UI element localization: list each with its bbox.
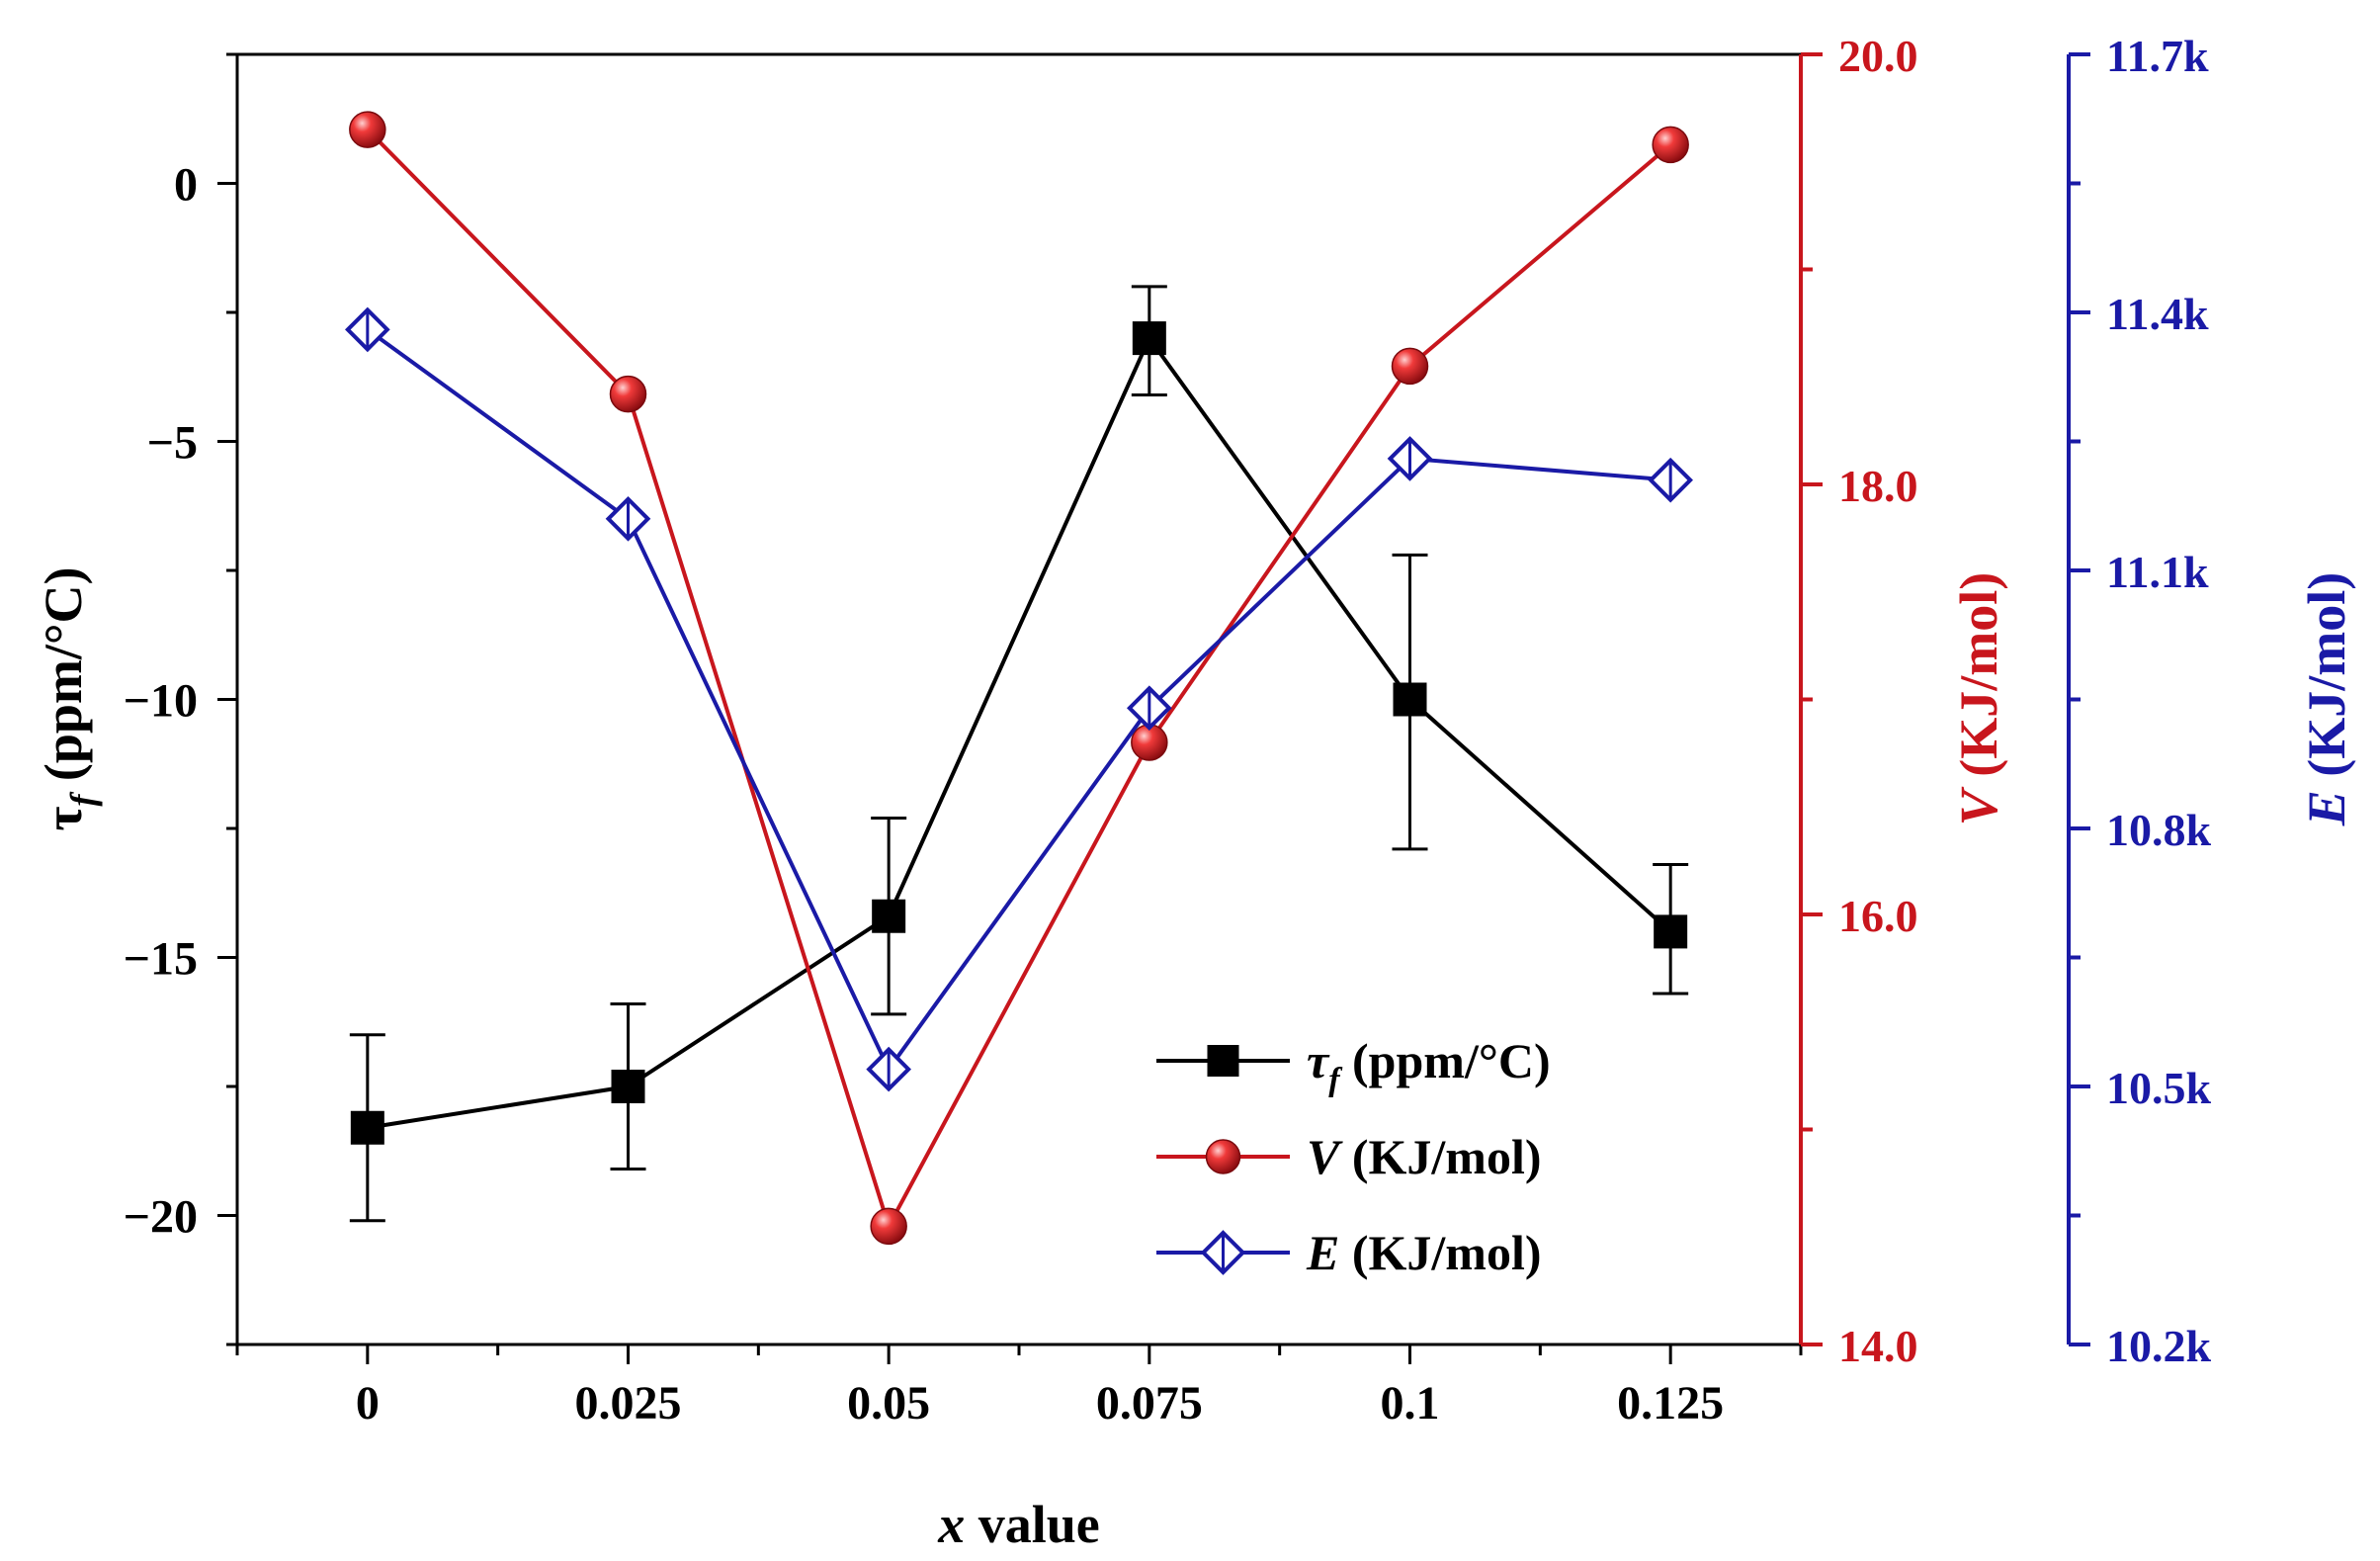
x-tick-label: 0.1 [1381,1377,1440,1430]
right-e-axis-label: E (KJ/mol) [2297,572,2356,827]
right-v-axis-label-unit: (KJ/mol) [1949,572,2008,790]
left-tick-label: 0 [174,159,198,212]
right-e-tick-label: 11.1k [2106,547,2209,597]
data-point-tau-f [1393,682,1427,717]
series-layer [345,111,1693,1246]
left-axis-label: τf (ppm/°C) [34,567,103,831]
axes-layer: 0 0.025 0.05 0.075 0.1 0.125 x value 0 −5 −10 −15 −… [34,31,2356,1554]
right-e-tick-label: 11.4k [2106,289,2209,339]
legend-label-unit: (KJ/mol) [1339,1225,1541,1280]
left-tick-label: −10 [124,675,198,728]
series-tau_f [349,285,1689,1223]
x-axis-label-var: x [937,1495,965,1554]
left-axis-label-sub: f [63,792,103,807]
series-E [345,306,1693,1092]
legend-marker-sphere [1205,1139,1241,1174]
legend-label: E (KJ/mol) [1306,1225,1542,1280]
legend-label-unit: (ppm/°C) [1340,1033,1551,1088]
legend-marker-square [1207,1045,1239,1077]
data-point-tau-f [611,1070,645,1103]
series-V [349,111,1689,1246]
legend-item-tau_f: τf (ppm/°C) [1156,1033,1551,1098]
x-axis-label-text: value [965,1495,1100,1554]
x-tick-label: 0.025 [575,1377,682,1430]
legend: τf (ppm/°C)V (KJ/mol)E (KJ/mol) [1156,1033,1551,1280]
x-axis-label: x value [937,1495,1100,1554]
x-tick-label: 0.075 [1096,1377,1203,1430]
legend-item-V: V (KJ/mol) [1156,1129,1542,1184]
legend-label-unit: (KJ/mol) [1339,1129,1541,1184]
series-line-E [366,327,1671,1074]
legend-label-sub: f [1328,1062,1343,1098]
right-e-tick-label: 10.2k [2106,1321,2212,1371]
right-e-tick-label: 10.5k [2106,1063,2212,1113]
x-tick-label: 0.125 [1617,1377,1724,1430]
x-tick-label: 0 [356,1377,380,1430]
legend-item-E: E (KJ/mol) [1156,1225,1542,1280]
data-point-tau-f [1654,914,1688,949]
left-tick-label: −15 [124,933,198,986]
right-e-axis-label-unit: (KJ/mol) [2297,572,2356,790]
data-point-tau-f [350,1110,384,1145]
right-e-axis-label-var: E [2297,790,2356,826]
legend-label: V (KJ/mol) [1307,1129,1542,1184]
legend-label-sym: τ [1307,1033,1330,1088]
left-axis-label-unit: (ppm/°C) [34,567,93,795]
x-tick-label: 0.05 [847,1377,930,1430]
right-v-axis-label-var: V [1949,786,2008,825]
legend-label-sym: E [1306,1225,1339,1280]
data-point-tau-f [872,899,906,933]
right-v-axis-label: V (KJ/mol) [1949,572,2008,826]
right-v-tick-label: 20.0 [1838,31,1918,81]
right-e-tick-label: 11.7k [2106,31,2209,81]
left-axis-label-sym: τ [34,807,93,831]
legend-label-sym: V [1307,1129,1343,1184]
right-v-tick-label: 16.0 [1838,891,1918,941]
right-v-tick-label: 18.0 [1838,461,1918,511]
data-point-v [609,375,647,413]
data-point-v [349,111,386,148]
data-point-tau-f [1132,321,1166,356]
data-point-v [1652,126,1689,164]
right-v-tick-label: 14.0 [1838,1321,1918,1371]
data-point-v [870,1207,907,1246]
data-point-v [1391,347,1429,386]
series-line-V [366,128,1672,1232]
right-e-tick-label: 10.8k [2106,805,2212,855]
left-tick-label: −20 [124,1191,198,1244]
legend-label: τf (ppm/°C) [1307,1033,1551,1098]
series-line-tau_f [367,334,1672,1130]
left-tick-label: −5 [147,417,198,470]
